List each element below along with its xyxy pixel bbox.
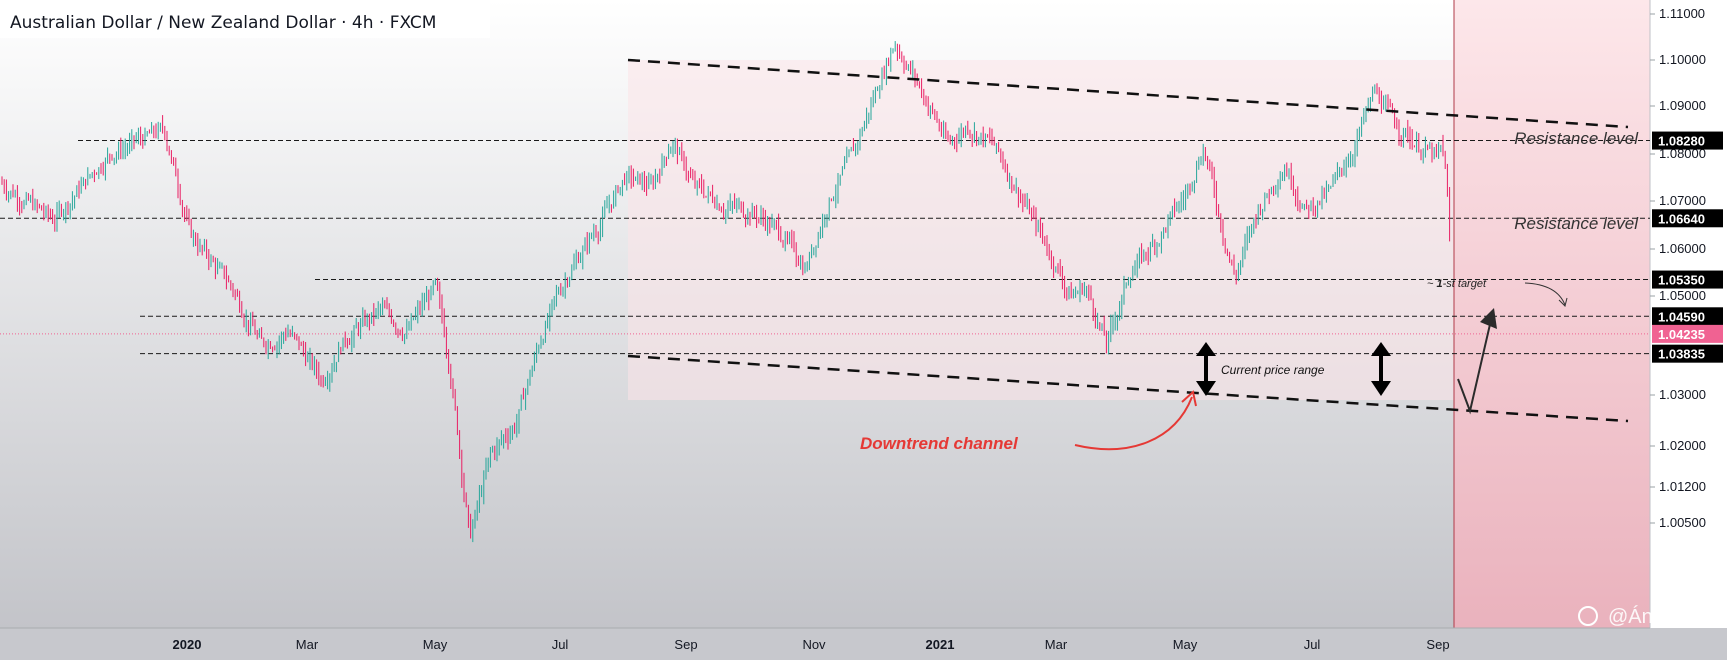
level-price-badge (1652, 344, 1723, 363)
price-tick-label: 1.09000 (1659, 98, 1706, 113)
level-price-badge (1652, 270, 1723, 289)
time-tick-label: Nov (802, 637, 826, 652)
level-price-badge-label: 1.06640 (1658, 211, 1705, 226)
downtrend-curve-arrow-icon (1074, 390, 1197, 451)
range-arrow-right-icon (1371, 342, 1391, 396)
time-tick-label: Mar (1045, 637, 1068, 652)
price-tick-label: 1.08000 (1659, 146, 1706, 161)
level-price-badge-label: 1.03835 (1658, 347, 1705, 362)
target-curve-icon (1524, 282, 1568, 307)
current-price-badge-label: 1.04235 (1658, 327, 1705, 342)
time-tick-label: Jul (552, 637, 569, 652)
title-background (0, 0, 490, 38)
level-price-badge-label: 1.08280 (1658, 134, 1705, 149)
price-tick-label: 1.07000 (1659, 193, 1706, 208)
time-tick-label: 2020 (173, 637, 202, 652)
price-tick-label: 1.10000 (1659, 52, 1706, 67)
time-axis-pane (0, 628, 1727, 660)
level-price-badge-label: 1.05350 (1658, 273, 1705, 288)
price-tick-label: 1.06000 (1659, 241, 1706, 256)
level-price-badge (1652, 131, 1723, 150)
watermark-handle: @ÁnhNg (1608, 605, 1689, 628)
time-tick-label: Sep (674, 637, 697, 652)
price-tick-label: 1.00500 (1659, 515, 1706, 530)
current-price-badge (1652, 324, 1723, 343)
time-tick-label: Mar (296, 637, 319, 652)
time-axis-layer: 2020 Mar May Jul Sep Nov 2021 Mar May Jul Sep (173, 637, 1450, 652)
channel-layer (627, 58, 1629, 423)
time-tick-label: May (423, 637, 448, 652)
level-price-badge (1652, 307, 1723, 326)
forecast-zone (1454, 0, 1650, 628)
resistance-label-upper: Resistance level (1514, 129, 1639, 148)
price-tick-label: 1.11000 (1659, 6, 1705, 21)
time-tick-label: Jul (1304, 637, 1321, 652)
time-tick-label: 2021 (926, 637, 955, 652)
range-arrow-left-icon (1196, 342, 1216, 396)
price-tick-label: 1.05000 (1659, 288, 1706, 303)
downtrend-channel-label: Downtrend channel (860, 434, 1019, 453)
resistance-label-lower: Resistance level (1514, 214, 1639, 233)
time-tick-label: May (1173, 637, 1198, 652)
tradingview-share-icon (1578, 606, 1598, 626)
price-tick-label: 1.01200 (1659, 479, 1706, 494)
target-label: ~ 1-st target (1427, 278, 1487, 290)
price-tick-label: 1.03000 (1659, 387, 1706, 402)
channel-lower-line (627, 354, 1629, 423)
time-tick-label: Sep (1426, 637, 1449, 652)
target-arrow-icon (1457, 308, 1497, 415)
channel-shading (628, 60, 1454, 400)
level-price-badge (1652, 209, 1723, 228)
candles-layer (1, 41, 1451, 543)
target-label-prefix: ~ (1427, 278, 1436, 290)
current-price-range-label: Current price range (1221, 363, 1325, 377)
target-label-suffix: -st target (1443, 278, 1487, 290)
channel-upper-line (627, 58, 1629, 129)
target-label-number: 1 (1436, 278, 1442, 290)
price-tick-label: 1.02000 (1659, 438, 1706, 453)
price-axis-layer: 1.11000 1.10000 1.09000 1.08000 1.07000 1.060… (1650, 6, 1723, 530)
annotations-layer: Current price range ~ 1-st target Downtr… (860, 129, 1639, 453)
level-price-badge-label: 1.04590 (1658, 309, 1705, 324)
chart-title: Australian Dollar / New Zealand Dollar ·… (10, 13, 436, 33)
watermark: @ÁnhNg (1578, 605, 1689, 628)
